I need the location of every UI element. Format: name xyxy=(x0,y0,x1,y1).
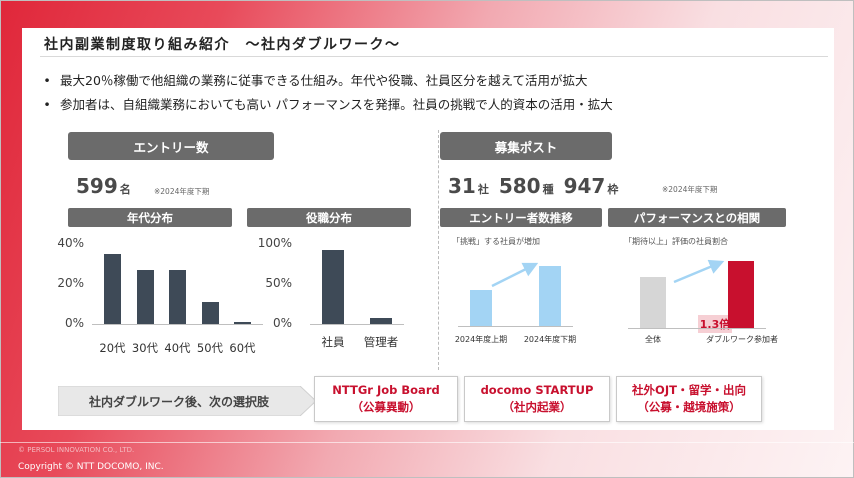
posts-types: 580 xyxy=(498,174,541,198)
slide-title: 社内副業制度取り組み紹介 ～社内ダブルワーク～ xyxy=(44,37,401,53)
trend-arrow-entry xyxy=(491,262,539,288)
chart-baseline xyxy=(92,324,263,325)
posts-companies-unit: 社 xyxy=(477,183,489,196)
arrow-shape xyxy=(58,386,316,416)
chart-bar xyxy=(640,276,666,328)
y-tick-label: 100% xyxy=(257,236,292,250)
y-tick-label: 0% xyxy=(64,316,84,330)
chart-baseline xyxy=(310,324,404,325)
chart-bar xyxy=(539,266,561,326)
posts-slots-unit: 枠 xyxy=(607,183,619,196)
category-label: 20代 xyxy=(99,341,126,355)
option-subtitle: （公募異動） xyxy=(351,400,421,414)
option-job-board: NTTGr Job Board （公募異動） xyxy=(314,376,458,422)
chart-bar xyxy=(104,254,121,324)
chart-bar xyxy=(728,261,754,328)
bullet-text: 参加者は、自組織業務においても高い パフォーマンスを発揮。社員の挑戦で人的資本の… xyxy=(60,97,613,112)
chart-bar xyxy=(322,249,344,324)
option-title: 社外OJT・留学・出向 xyxy=(632,383,746,397)
option-subtitle: （公募・越境施策） xyxy=(637,400,741,414)
posts-stats: 31 社 580 種 947 枠 xyxy=(448,174,628,198)
y-tick-label: 50% xyxy=(265,276,292,290)
performance-title: パフォーマンスとの相関 xyxy=(608,208,786,227)
role-chart-title: 役職分布 xyxy=(247,208,411,227)
bullet-dot: • xyxy=(43,73,51,88)
category-label: 社員 xyxy=(321,335,345,349)
entry-note: ※2024年度下期 xyxy=(154,187,210,196)
posts-types-unit: 種 xyxy=(542,183,554,196)
category-label: ダブルワーク参加者 xyxy=(706,335,778,344)
bullet-1: • 最大20％稼働で他組織の業務に従事できる仕組み。年代や役職、社員区分を越えて活… xyxy=(34,70,588,89)
entry-trend-caption: 「挑戦」する社員が増加 xyxy=(452,237,540,246)
chart-bar xyxy=(234,322,251,324)
entry-count-value: 599 xyxy=(76,174,118,198)
category-label: 2024年度上期 xyxy=(454,335,508,344)
chart-bar xyxy=(169,270,186,324)
performance-caption: 「期待以上」評価の社員割合 xyxy=(624,237,728,246)
chart-baseline xyxy=(628,328,766,329)
y-tick-label: 40% xyxy=(57,236,84,250)
category-label: 40代 xyxy=(164,341,191,355)
posts-companies: 31 xyxy=(448,174,476,198)
next-options-label: 社内ダブルワーク後、次の選択肢 xyxy=(88,394,269,409)
chart-bar xyxy=(136,270,154,324)
category-label: 50代 xyxy=(196,341,224,355)
footer-ghost-text: © PERSOL INNOVATION CO., LTD. xyxy=(18,446,135,454)
option-title: NTTGr Job Board xyxy=(332,383,440,397)
trend-arrow-performance xyxy=(673,259,725,284)
section-divider xyxy=(438,130,439,370)
y-tick-label: 20% xyxy=(57,276,84,290)
slide: 社内副業制度取り組み紹介 ～社内ダブルワーク～ • 最大20％稼働で他組織の業務に… xyxy=(22,28,834,430)
option-external: 社外OJT・留学・出向 （公募・越境施策） xyxy=(616,376,762,422)
entry-header: エントリー数 xyxy=(68,132,274,160)
category-label: 30代 xyxy=(131,341,159,355)
title-divider xyxy=(40,56,828,57)
entry-count: 599 名 xyxy=(76,174,141,198)
age-chart-title: 年代分布 xyxy=(68,208,232,227)
copyright: Copyright © NTT DOCOMO, INC. xyxy=(18,462,164,472)
category-label: 全体 xyxy=(645,335,661,344)
chart-bar xyxy=(470,290,492,326)
option-title: docomo STARTUP xyxy=(480,383,594,397)
posts-header: 募集ポスト xyxy=(440,132,612,160)
chart-bar xyxy=(201,302,219,324)
entry-trend-title: エントリー者数推移 xyxy=(440,208,602,227)
posts-slots: 947 xyxy=(563,174,606,198)
chart-baseline xyxy=(458,326,573,327)
category-label: 60代 xyxy=(229,341,256,355)
option-subtitle: （社内起業） xyxy=(502,400,572,414)
y-tick-label: 0% xyxy=(272,316,292,330)
entry-count-unit: 名 xyxy=(119,183,131,196)
bullet-text: 最大20％稼働で他組織の業務に従事できる仕組み。年代や役職、社員区分を越えて活用… xyxy=(60,73,588,88)
category-label: 管理者 xyxy=(363,335,399,349)
posts-note: ※2024年度下期 xyxy=(662,185,718,194)
category-label: 2024年度下期 xyxy=(523,335,577,344)
ratio-badge: 1.3倍 xyxy=(698,315,732,333)
option-startup: docomo STARTUP （社内起業） xyxy=(464,376,610,422)
chart-bar xyxy=(370,318,392,324)
bullet-dot: • xyxy=(43,97,51,112)
next-options-label-arrow: 社内ダブルワーク後、次の選択肢 xyxy=(58,386,316,416)
bullet-2: • 参加者は、自組織業務においても高い パフォーマンスを発揮。社員の挑戦で人的資本… xyxy=(34,94,613,113)
footer-line xyxy=(0,442,854,443)
